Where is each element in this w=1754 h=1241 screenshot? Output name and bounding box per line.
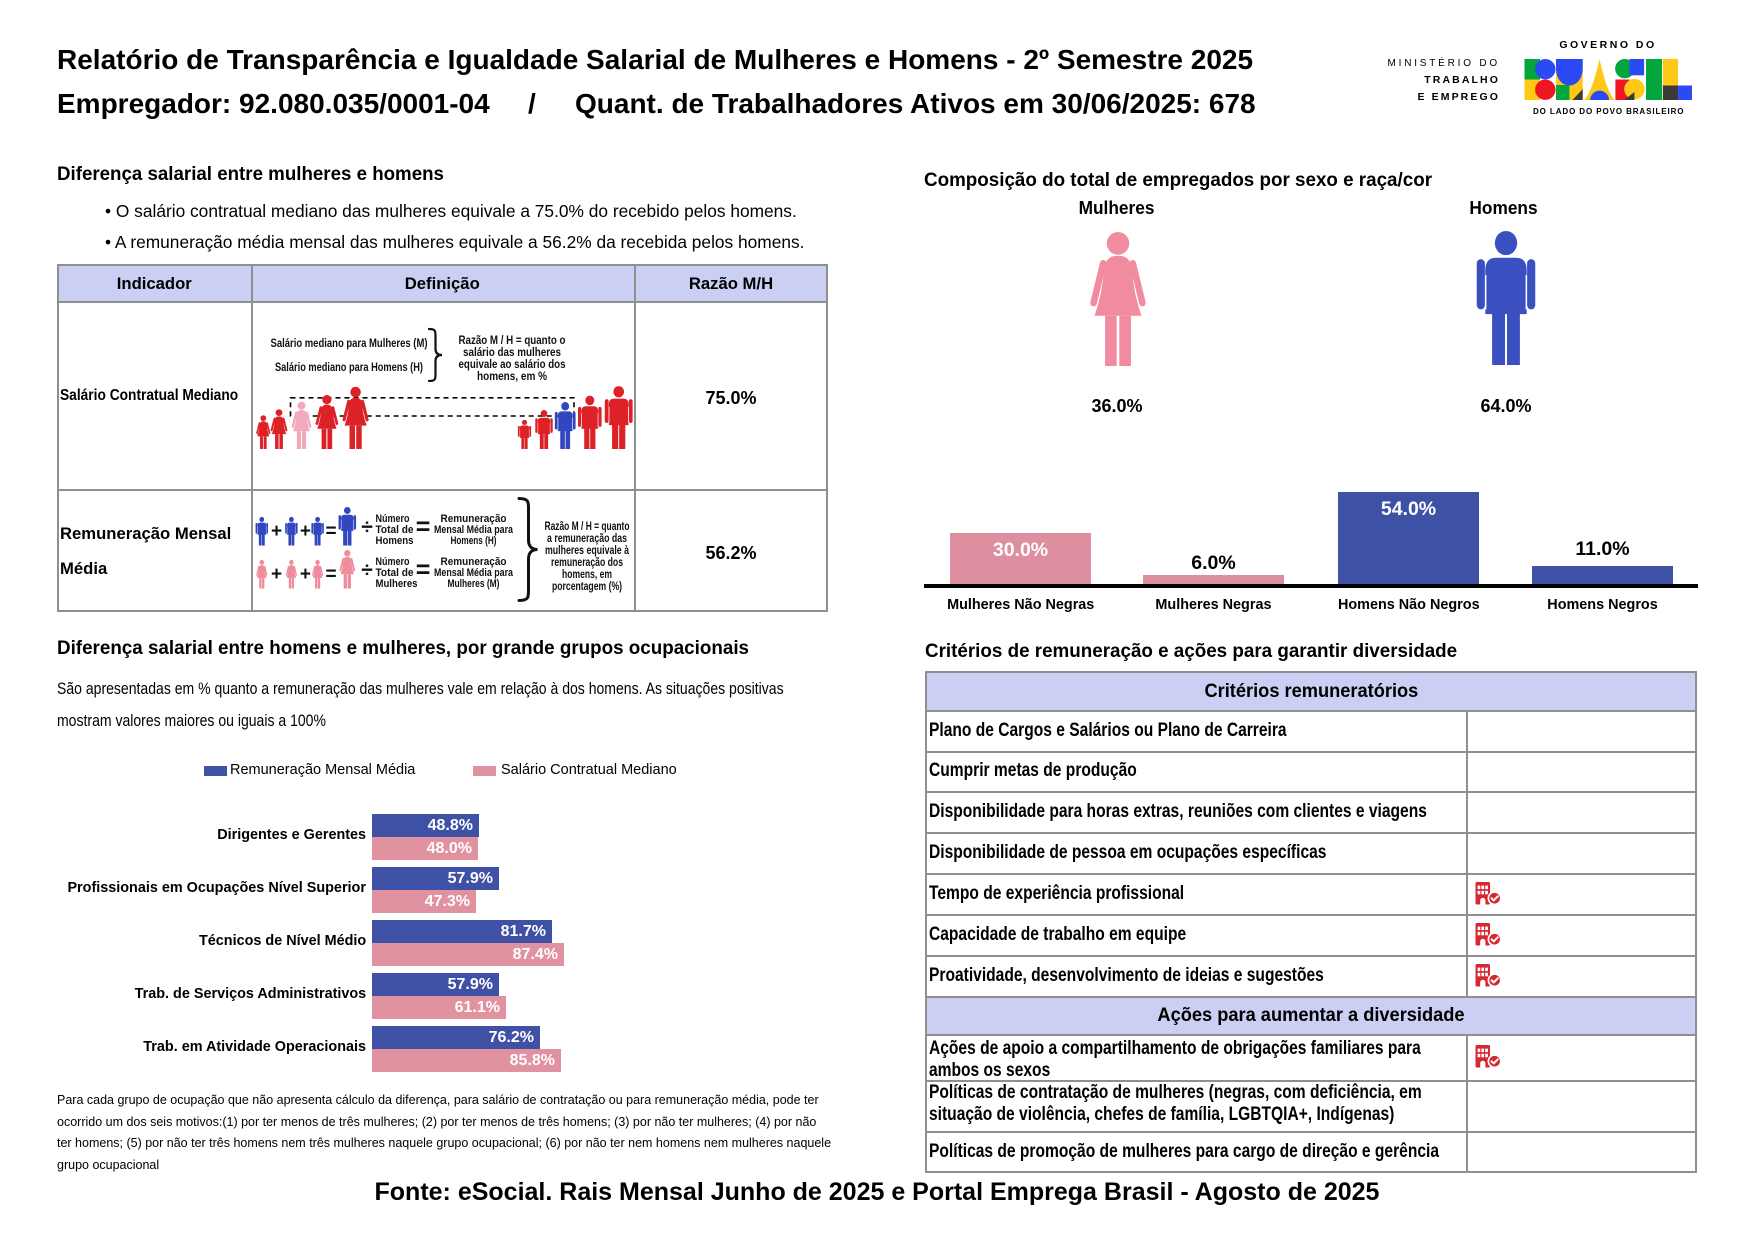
- svg-text:+: +: [300, 564, 311, 585]
- svg-text:=: =: [416, 556, 431, 584]
- svg-text:Razão M / H = quanto o: Razão M / H = quanto o: [459, 333, 566, 347]
- svg-text:Número: Número: [376, 513, 410, 525]
- svg-text:remuneração dos: remuneração dos: [551, 555, 623, 569]
- svg-text:porcentagem (%): porcentagem (%): [552, 579, 622, 593]
- svg-text:Total de: Total de: [376, 567, 414, 579]
- svg-text:homens, em %: homens, em %: [477, 369, 547, 383]
- svg-text:mulheres equivale à: mulheres equivale à: [545, 543, 629, 557]
- svg-text:homens, em: homens, em: [562, 567, 612, 581]
- svg-text:Salário mediano para Homens (H: Salário mediano para Homens (H): [275, 360, 423, 374]
- svg-text:Mulheres: Mulheres: [376, 578, 418, 590]
- svg-text:Homens: Homens: [376, 535, 414, 547]
- svg-text:+: +: [271, 564, 282, 585]
- svg-text:Homens (H): Homens (H): [451, 535, 497, 547]
- svg-text:equivale ao salário dos: equivale ao salário dos: [459, 357, 566, 371]
- svg-text:salário das mulheres: salário das mulheres: [463, 345, 561, 359]
- svg-text:=: =: [416, 513, 431, 541]
- svg-text:Salário mediano para Mulheres: Salário mediano para Mulheres (M): [271, 336, 428, 350]
- svg-text:÷: ÷: [361, 559, 373, 582]
- svg-text:+: +: [271, 521, 282, 542]
- svg-text:÷: ÷: [361, 516, 373, 539]
- svg-text:+: +: [300, 521, 311, 542]
- svg-text:Número: Número: [376, 556, 410, 568]
- svg-text:a remuneração das: a remuneração das: [547, 531, 627, 545]
- svg-text:Razão M / H = quanto: Razão M / H = quanto: [545, 519, 630, 533]
- svg-text:=: =: [325, 564, 336, 585]
- svg-text:Mensal Média para: Mensal Média para: [434, 524, 514, 536]
- svg-text:Mensal Média para: Mensal Média para: [434, 567, 514, 579]
- svg-text:Remuneração: Remuneração: [441, 513, 507, 525]
- svg-text:Remuneração: Remuneração: [441, 556, 507, 568]
- svg-text:=: =: [325, 521, 336, 542]
- svg-text:Total de: Total de: [376, 524, 414, 536]
- svg-text:Mulheres (M): Mulheres (M): [448, 578, 500, 590]
